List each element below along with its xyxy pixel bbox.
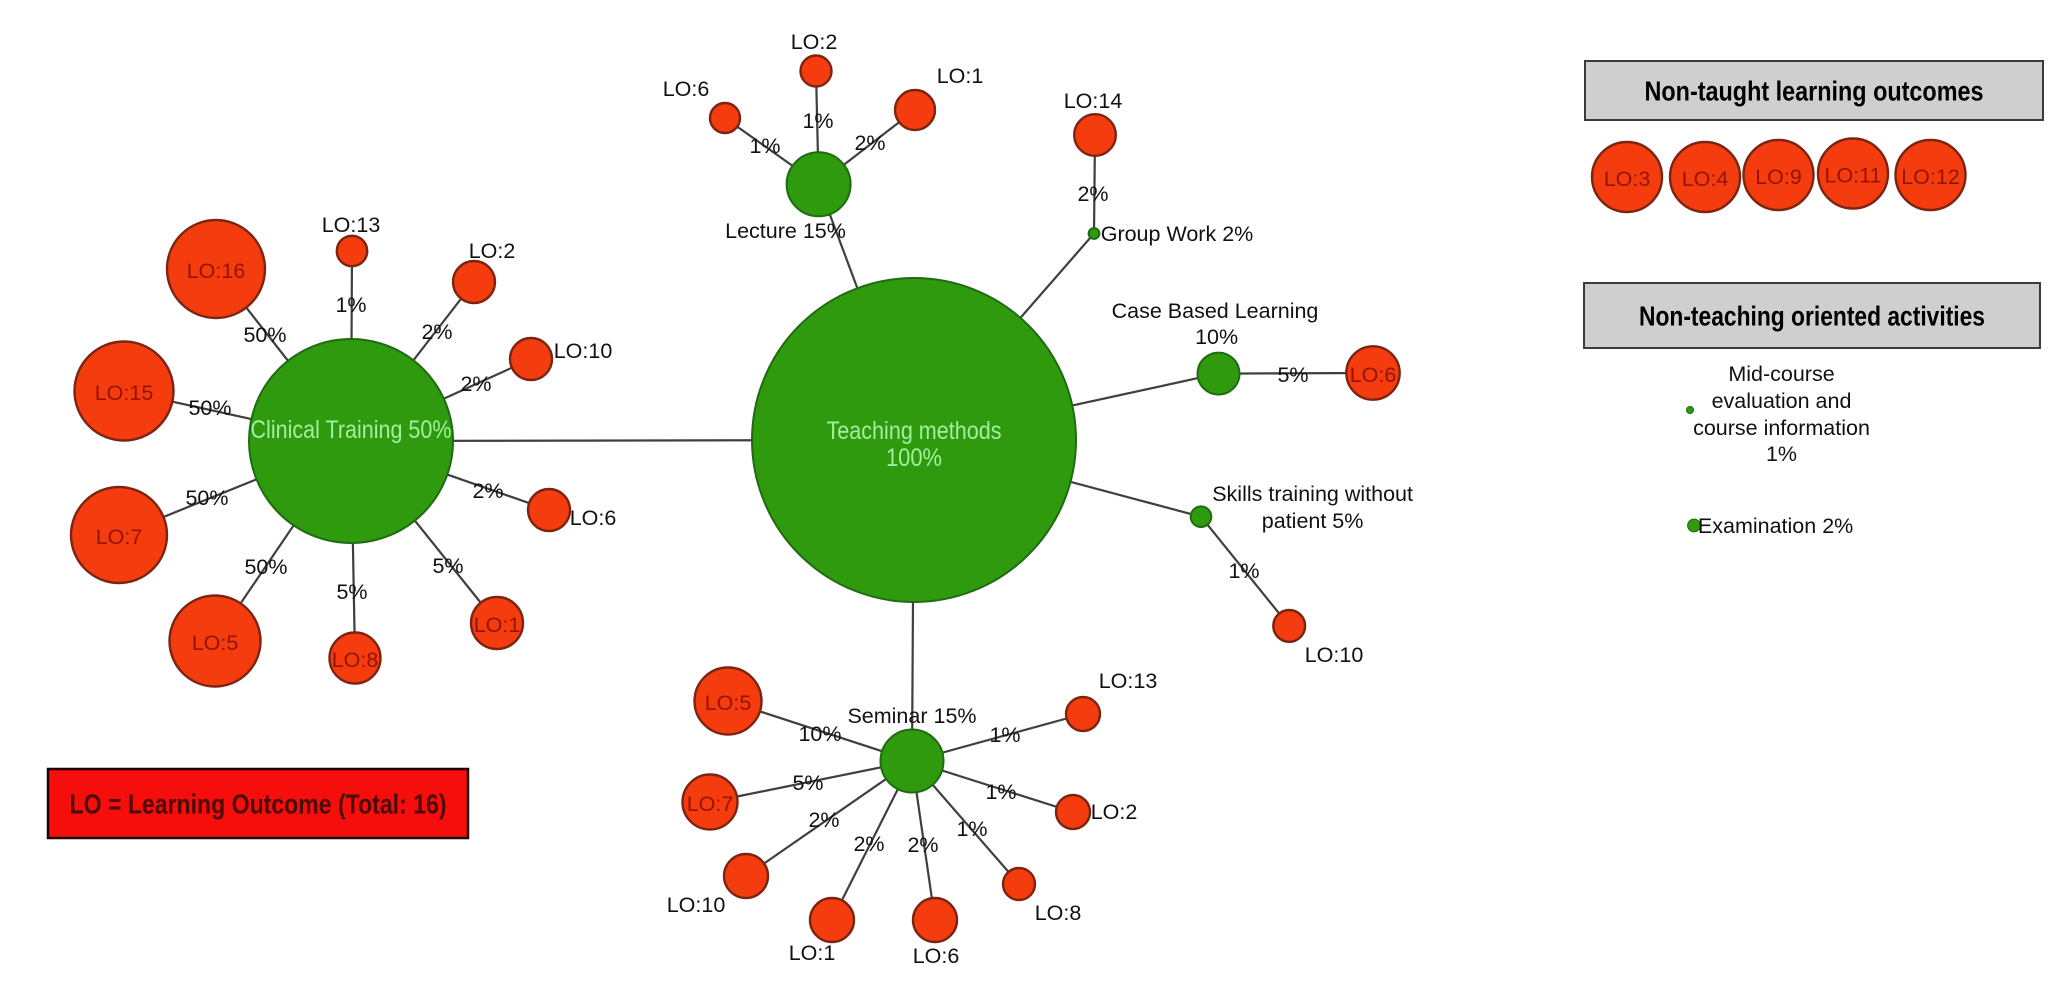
svg-text:LO:7: LO:7 bbox=[687, 792, 734, 816]
svg-text:5%: 5% bbox=[336, 580, 367, 604]
svg-text:Group Work 2%: Group Work 2% bbox=[1101, 222, 1254, 246]
svg-text:100%: 100% bbox=[886, 444, 942, 472]
svg-text:50%: 50% bbox=[244, 555, 287, 579]
svg-text:evaluation and: evaluation and bbox=[1712, 389, 1852, 413]
svg-text:LO:14: LO:14 bbox=[1064, 89, 1123, 113]
svg-text:LO:1: LO:1 bbox=[937, 64, 984, 88]
svg-text:5%: 5% bbox=[432, 554, 463, 578]
svg-text:LO:9: LO:9 bbox=[1755, 165, 1802, 189]
svg-text:LO:12: LO:12 bbox=[1901, 165, 1960, 189]
svg-text:1%: 1% bbox=[1228, 559, 1259, 583]
svg-text:LO:4: LO:4 bbox=[1682, 167, 1729, 191]
svg-text:Skills training without: Skills training without bbox=[1212, 482, 1413, 506]
svg-text:10%: 10% bbox=[1195, 325, 1238, 349]
svg-text:LO = Learning Outcome (Total:: LO = Learning Outcome (Total: 16) bbox=[70, 789, 447, 820]
svg-text:Non-taught learning outcomes: Non-taught learning outcomes bbox=[1645, 76, 1984, 107]
svg-text:50%: 50% bbox=[185, 486, 228, 510]
svg-text:2%: 2% bbox=[808, 808, 839, 832]
svg-text:LO:10: LO:10 bbox=[1305, 643, 1364, 667]
svg-text:LO:2: LO:2 bbox=[469, 239, 516, 263]
svg-text:2%: 2% bbox=[1077, 182, 1108, 206]
svg-text:Non-teaching oriented activiti: Non-teaching oriented activities bbox=[1639, 301, 1985, 332]
svg-text:2%: 2% bbox=[854, 131, 885, 155]
svg-text:Examination 2%: Examination 2% bbox=[1698, 514, 1853, 538]
svg-text:Case Based Learning: Case Based Learning bbox=[1112, 299, 1319, 323]
svg-text:1%: 1% bbox=[985, 780, 1016, 804]
svg-text:2%: 2% bbox=[421, 320, 452, 344]
svg-text:LO:10: LO:10 bbox=[667, 893, 726, 917]
svg-text:LO:13: LO:13 bbox=[1099, 669, 1158, 693]
svg-text:LO:6: LO:6 bbox=[913, 944, 960, 968]
svg-text:patient 5%: patient 5% bbox=[1262, 509, 1364, 533]
svg-text:Lecture 15%: Lecture 15% bbox=[725, 219, 846, 243]
svg-text:LO:1: LO:1 bbox=[474, 613, 521, 637]
svg-text:2%: 2% bbox=[460, 372, 491, 396]
svg-text:1%: 1% bbox=[335, 293, 366, 317]
svg-text:LO:8: LO:8 bbox=[332, 648, 379, 672]
svg-text:LO:8: LO:8 bbox=[1035, 901, 1082, 925]
svg-text:LO:13: LO:13 bbox=[322, 213, 381, 237]
svg-text:LO:15: LO:15 bbox=[95, 381, 154, 405]
svg-text:LO:16: LO:16 bbox=[187, 259, 246, 283]
svg-text:1%: 1% bbox=[802, 109, 833, 133]
svg-text:2%: 2% bbox=[853, 832, 884, 856]
svg-text:LO:6: LO:6 bbox=[1350, 363, 1397, 387]
svg-text:5%: 5% bbox=[792, 771, 823, 795]
svg-text:50%: 50% bbox=[243, 323, 286, 347]
svg-text:LO:5: LO:5 bbox=[705, 691, 752, 715]
svg-text:2%: 2% bbox=[472, 479, 503, 503]
svg-text:1%: 1% bbox=[956, 817, 987, 841]
svg-text:LO:7: LO:7 bbox=[96, 525, 143, 549]
svg-text:1%: 1% bbox=[749, 134, 780, 158]
svg-text:5%: 5% bbox=[1277, 363, 1308, 387]
svg-text:LO:1: LO:1 bbox=[789, 941, 836, 965]
svg-text:LO:11: LO:11 bbox=[1825, 164, 1882, 188]
svg-text:LO:3: LO:3 bbox=[1604, 167, 1651, 191]
svg-text:LO:6: LO:6 bbox=[663, 77, 710, 101]
svg-text:50%: 50% bbox=[188, 396, 231, 420]
svg-text:course information: course information bbox=[1693, 416, 1870, 440]
svg-text:LO:5: LO:5 bbox=[192, 631, 239, 655]
svg-text:LO:2: LO:2 bbox=[791, 30, 838, 54]
svg-text:LO:2: LO:2 bbox=[1091, 800, 1138, 824]
svg-text:1%: 1% bbox=[989, 723, 1020, 747]
svg-text:LO:10: LO:10 bbox=[554, 339, 613, 363]
svg-text:Teaching methods: Teaching methods bbox=[827, 417, 1002, 445]
svg-text:Clinical Training 50%: Clinical Training 50% bbox=[251, 416, 452, 444]
svg-text:1%: 1% bbox=[1766, 442, 1797, 466]
svg-text:Mid-course: Mid-course bbox=[1728, 362, 1834, 386]
svg-text:2%: 2% bbox=[907, 833, 938, 857]
svg-text:LO:6: LO:6 bbox=[570, 506, 617, 530]
svg-text:10%: 10% bbox=[798, 722, 841, 746]
svg-text:Seminar 15%: Seminar 15% bbox=[847, 704, 976, 728]
